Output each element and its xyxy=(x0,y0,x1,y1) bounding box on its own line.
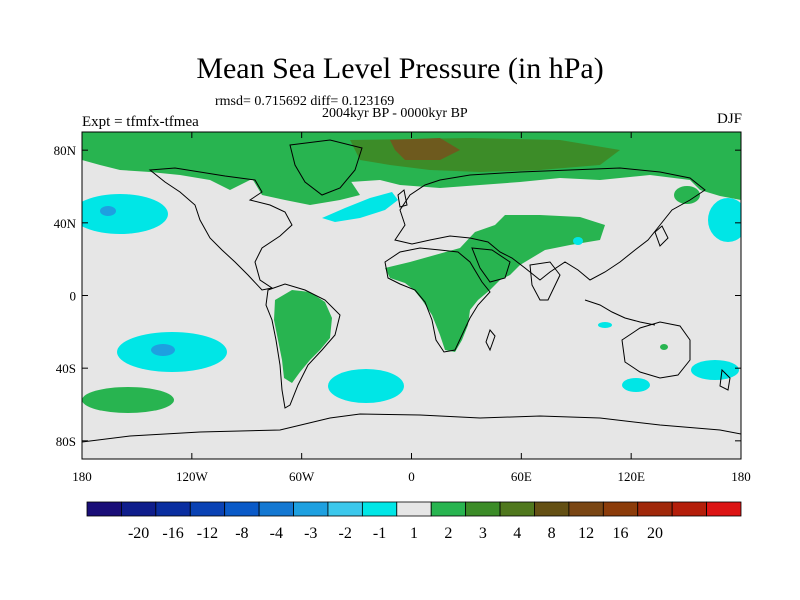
south-pacific-negative-core xyxy=(151,344,175,356)
colorbar-swatch xyxy=(499,501,535,517)
east-asia-negative xyxy=(573,237,583,245)
anomaly-field xyxy=(82,132,741,443)
colorbar-swatch xyxy=(189,501,226,517)
colorbar-swatch xyxy=(293,501,329,517)
colorbar-swatch xyxy=(396,501,432,517)
longitude-axis: 180 120W 60W 0 60E 120E 180 xyxy=(72,132,751,484)
colorbar-label: 3 xyxy=(479,525,487,542)
greenland-outline xyxy=(289,139,363,196)
colorbar-label: -20 xyxy=(128,525,149,542)
colorbar-swatch xyxy=(706,501,742,517)
colorbar-swatch xyxy=(602,501,639,517)
colorbar-label: 2 xyxy=(444,525,452,542)
colorbar-swatch xyxy=(224,501,260,517)
latitude-axis: 80N 40N 0 40S 80S xyxy=(54,143,741,449)
colorbar-label: -1 xyxy=(373,525,386,542)
indonesia-outline xyxy=(584,299,656,326)
colorbar-label: 1 xyxy=(410,525,418,542)
tasman-negative xyxy=(691,360,739,380)
colorbar-swatch xyxy=(430,501,467,517)
colorbar-swatch xyxy=(258,501,294,517)
australia-small-positive xyxy=(660,344,668,350)
lat-tick-label: 0 xyxy=(70,289,77,304)
colorbar: -20 -16 -12 -8 -4 -3 -2 -1 1 2 3 4 8 12 16 20 xyxy=(86,501,742,542)
north-america-outline xyxy=(148,167,293,291)
colorbar-label: -3 xyxy=(304,525,317,542)
antarctica-outline xyxy=(82,413,741,443)
experiment-label: Expt = tfmfx-tfmea xyxy=(82,114,199,130)
south-atlantic-negative xyxy=(328,369,404,403)
lon-tick-label: 180 xyxy=(72,469,92,484)
greenland-positive-region xyxy=(250,175,360,205)
colorbar-swatch xyxy=(155,501,191,517)
season-label: DJF xyxy=(716,111,742,127)
colorbar-label: 8 xyxy=(548,525,556,542)
colorbar-label: 16 xyxy=(613,525,629,542)
colorbar-swatch xyxy=(568,501,604,517)
colorbar-swatch xyxy=(671,501,707,517)
colorbar-swatch xyxy=(121,501,157,517)
north-pacific-negative-core xyxy=(100,206,116,216)
indonesia-negative xyxy=(598,322,612,328)
madagascar-outline xyxy=(485,328,496,352)
stats-text: rmsd= 0.715692 diff= 0.123169 xyxy=(215,94,395,109)
map-background xyxy=(82,132,741,459)
south-america-outline xyxy=(265,283,341,409)
australia-outline xyxy=(621,321,691,379)
lat-tick-label: 40N xyxy=(54,216,77,231)
colorbar-swatch xyxy=(465,501,501,517)
arctic-max-region xyxy=(390,138,460,160)
lat-tick-label: 80S xyxy=(56,434,76,449)
lat-tick-label: 80N xyxy=(54,143,77,158)
colorbar-label: -12 xyxy=(197,525,218,542)
lon-tick-label: 180 xyxy=(731,469,751,484)
japan-outline xyxy=(654,225,669,247)
lon-tick-label: 60W xyxy=(289,469,315,484)
colorbar-label: 4 xyxy=(513,525,521,542)
colorbar-swatch xyxy=(637,501,673,517)
uk-outline xyxy=(397,189,408,208)
south-pacific-positive xyxy=(82,387,174,413)
map-title: Mean Sea Level Pressure (in hPa) xyxy=(196,52,604,85)
coastlines xyxy=(82,139,741,443)
arabia-outline xyxy=(471,247,511,283)
period-text: 2004kyr BP - 0000kyr BP xyxy=(322,106,468,121)
eurasia-outline xyxy=(394,167,706,281)
new-zealand-outline xyxy=(719,368,731,391)
lon-tick-label: 120E xyxy=(617,469,645,484)
colorbar-swatch xyxy=(86,501,122,517)
lon-tick-label: 60E xyxy=(511,469,532,484)
africa-asia-positive-region xyxy=(385,215,605,352)
lon-tick-label: 0 xyxy=(408,469,415,484)
colorbar-swatch xyxy=(361,501,398,517)
colorbar-label: 12 xyxy=(578,525,594,542)
north-atlantic-negative xyxy=(322,192,398,222)
colorbar-label: -16 xyxy=(162,525,183,542)
colorbar-label: -8 xyxy=(235,525,248,542)
colorbar-label: 20 xyxy=(647,525,663,542)
colorbar-swatch xyxy=(534,501,570,517)
ne-pacific-positive xyxy=(674,186,700,204)
colorbar-swatch xyxy=(327,501,363,517)
colorbar-label: -2 xyxy=(338,525,351,542)
indian-ocean-negative xyxy=(622,378,650,392)
india-outline xyxy=(529,261,561,301)
africa-outline xyxy=(384,247,491,353)
north-pacific-negative xyxy=(82,194,168,234)
ne-pacific-negative xyxy=(708,198,741,242)
south-america-positive-region xyxy=(274,290,332,383)
lat-tick-label: 40S xyxy=(56,361,76,376)
colorbar-label: -4 xyxy=(270,525,283,542)
lon-tick-label: 120W xyxy=(176,469,209,484)
